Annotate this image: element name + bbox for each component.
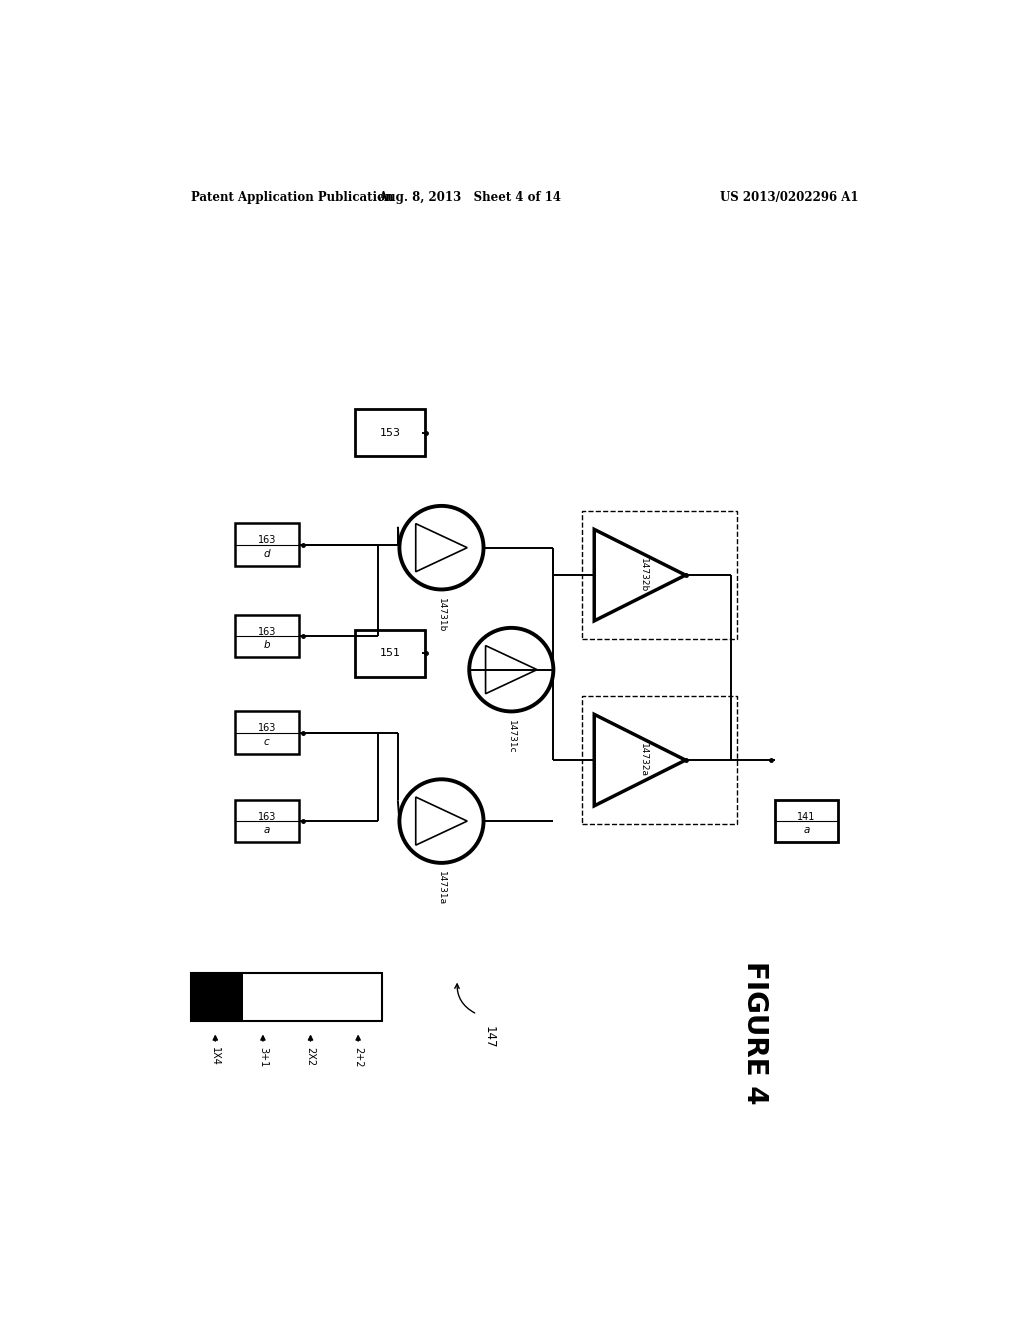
- Polygon shape: [594, 529, 685, 620]
- Ellipse shape: [399, 506, 483, 590]
- Text: c: c: [264, 737, 269, 747]
- Text: 163: 163: [258, 536, 276, 545]
- Text: a: a: [264, 825, 270, 836]
- Bar: [583, 511, 737, 639]
- Bar: [355, 409, 425, 457]
- Text: 14731b: 14731b: [437, 598, 446, 632]
- Text: 3+1: 3+1: [258, 1047, 268, 1067]
- Text: d: d: [263, 549, 270, 560]
- Text: 141: 141: [798, 812, 816, 822]
- Text: 14731a: 14731a: [437, 871, 446, 906]
- Bar: [191, 973, 243, 1022]
- Bar: [775, 800, 839, 842]
- Text: 14732a: 14732a: [639, 743, 648, 777]
- FancyArrowPatch shape: [455, 983, 475, 1012]
- Text: 163: 163: [258, 627, 276, 636]
- Text: 151: 151: [379, 648, 400, 659]
- Text: Patent Application Publication: Patent Application Publication: [191, 190, 394, 203]
- Polygon shape: [485, 645, 537, 694]
- Ellipse shape: [469, 628, 553, 711]
- Text: 2X2: 2X2: [305, 1047, 315, 1065]
- Text: 147: 147: [482, 1027, 496, 1049]
- Text: 163: 163: [258, 812, 276, 822]
- Text: US 2013/0202296 A1: US 2013/0202296 A1: [720, 190, 858, 203]
- Polygon shape: [594, 714, 685, 805]
- Bar: [236, 615, 299, 657]
- Bar: [583, 696, 737, 824]
- Bar: [355, 630, 425, 677]
- Ellipse shape: [399, 779, 483, 863]
- Text: FIGURE 4: FIGURE 4: [741, 961, 769, 1105]
- Text: 163: 163: [258, 723, 276, 734]
- Text: 153: 153: [379, 428, 400, 438]
- Polygon shape: [416, 797, 467, 845]
- Text: 14731c: 14731c: [507, 719, 516, 754]
- Text: 14732b: 14732b: [639, 558, 648, 593]
- Text: 2+2: 2+2: [353, 1047, 364, 1068]
- Bar: [236, 523, 299, 566]
- Text: 1X4: 1X4: [210, 1047, 220, 1065]
- Bar: [236, 800, 299, 842]
- Polygon shape: [416, 524, 467, 572]
- Bar: [236, 711, 299, 754]
- Bar: [191, 973, 382, 1022]
- Text: Aug. 8, 2013   Sheet 4 of 14: Aug. 8, 2013 Sheet 4 of 14: [378, 190, 561, 203]
- Text: a: a: [804, 825, 810, 836]
- Text: b: b: [263, 640, 270, 651]
